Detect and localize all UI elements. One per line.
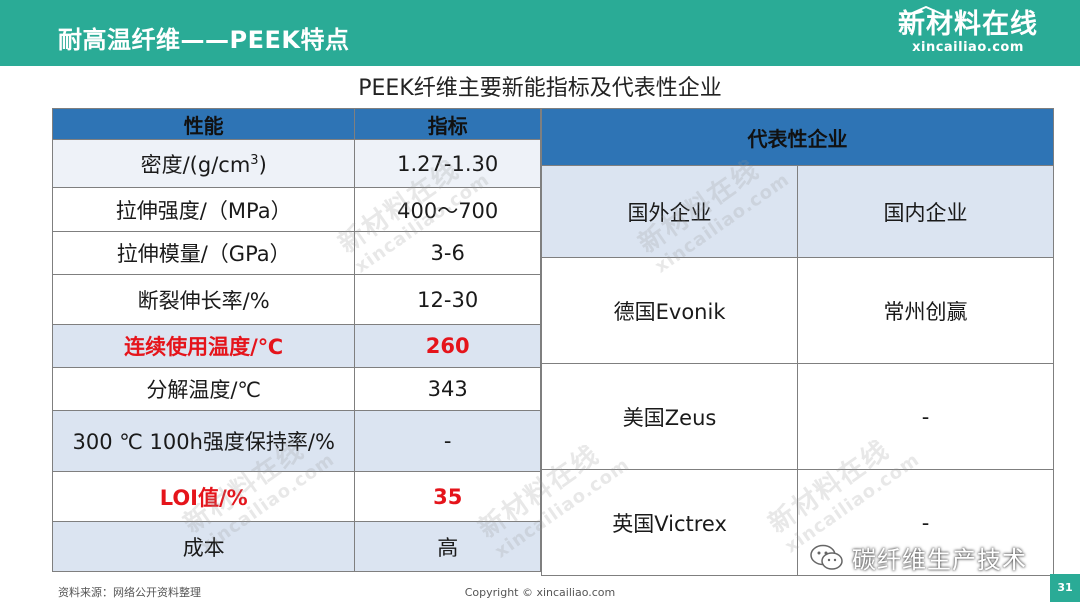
value-cell: -	[354, 410, 541, 472]
company-row: 德国Evonik 常州创赢	[540, 257, 1054, 364]
page-number: 31	[1050, 574, 1080, 602]
properties-table: 性能 指标 密度/(g/cm3) 1.27-1.30 拉伸强度/（MPa） 40…	[51, 108, 541, 572]
property-cell: 断裂伸长率/%	[51, 274, 356, 325]
table-header-row: 性能 指标	[51, 108, 541, 140]
header-value: 指标	[354, 108, 541, 140]
header-property: 性能	[51, 108, 356, 140]
table-row-highlight: LOI值/% 35	[51, 471, 541, 522]
foreign-header: 国外企业	[540, 165, 799, 258]
companies-table: 代表性企业 国外企业 国内企业 德国Evonik 常州创赢 美国Zeus - 英…	[540, 108, 1054, 576]
table-row: 300 ℃ 100h强度保持率/% -	[51, 410, 541, 472]
foreign-company: 美国Zeus	[540, 363, 799, 470]
value-cell: 高	[354, 521, 541, 572]
header-bar: 耐高温纤维——PEEK特点 新材料在线 xincailiao.com	[0, 0, 1080, 66]
value-cell: 3-6	[354, 231, 541, 275]
table-caption: PEEK纤维主要新能指标及代表性企业	[358, 76, 722, 101]
house-roof-icon	[907, 6, 945, 16]
source-note: 资料来源：网络公开资料整理	[58, 586, 201, 599]
brand-name-en: xincailiao.com	[912, 40, 1024, 55]
property-cell: 300 ℃ 100h强度保持率/%	[51, 410, 356, 472]
value-cell: 12-30	[354, 274, 541, 325]
company-row: 英国Victrex -	[540, 469, 1054, 576]
table-row-highlight: 连续使用温度/℃ 260	[51, 324, 541, 368]
table-row: 断裂伸长率/% 12-30	[51, 274, 541, 325]
copyright: Copyright © xincailiao.com	[464, 586, 616, 599]
brand-logo[interactable]: 新材料在线 xincailiao.com	[898, 6, 1038, 56]
value-cell: 400～700	[354, 187, 541, 232]
property-cell: 连续使用温度/℃	[51, 324, 356, 368]
domestic-company: 常州创赢	[797, 257, 1054, 364]
domestic-company: -	[797, 469, 1054, 576]
table-row: 拉伸模量/（GPa） 3-6	[51, 231, 541, 275]
value-cell: 35	[354, 471, 541, 522]
foreign-company: 英国Victrex	[540, 469, 799, 576]
companies-header-row: 代表性企业	[541, 108, 1054, 166]
companies-header: 代表性企业	[541, 108, 1054, 166]
wechat-icon	[810, 544, 843, 570]
wechat-account: 碳纤维生产技术	[810, 540, 1027, 575]
property-cell: 成本	[51, 521, 356, 572]
foreign-company: 德国Evonik	[540, 257, 799, 364]
domestic-header: 国内企业	[797, 165, 1054, 258]
domestic-company: -	[797, 363, 1054, 470]
wechat-name: 碳纤维生产技术	[852, 546, 1027, 574]
property-cell: 密度/(g/cm3)	[51, 139, 356, 188]
brand-name-cn: 新材料在线	[898, 9, 1038, 40]
page-title: 耐高温纤维——PEEK特点	[58, 26, 350, 54]
property-cell: LOI值/%	[51, 471, 356, 522]
table-row: 分解温度/℃ 343	[51, 367, 541, 411]
value-cell: 260	[354, 324, 541, 368]
table-row: 成本 高	[51, 521, 541, 572]
companies-subheader-row: 国外企业 国内企业	[540, 165, 1054, 258]
table-row: 密度/(g/cm3) 1.27-1.30	[51, 139, 541, 188]
value-cell: 1.27-1.30	[354, 139, 541, 188]
property-cell: 拉伸模量/（GPa）	[51, 231, 356, 275]
value-cell: 343	[354, 367, 541, 411]
property-cell: 分解温度/℃	[51, 367, 356, 411]
property-cell: 拉伸强度/（MPa）	[51, 187, 356, 232]
table-row: 拉伸强度/（MPa） 400～700	[51, 187, 541, 232]
company-row: 美国Zeus -	[540, 363, 1054, 470]
